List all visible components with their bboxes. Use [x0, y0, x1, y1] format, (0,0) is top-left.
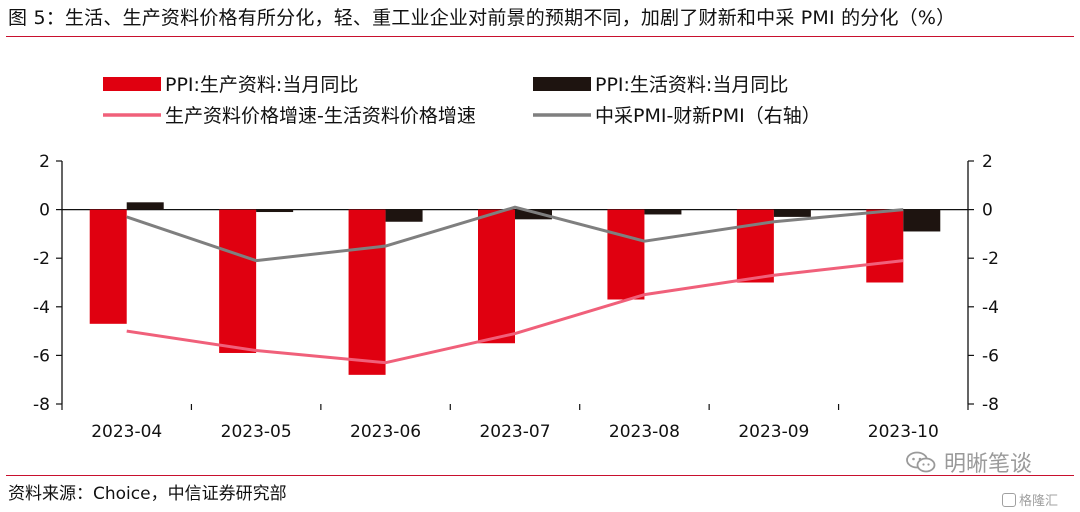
x-tick-labels: 2023-04 2023-05 2023-06 2023-07 2023-08 2023-…: [91, 422, 939, 442]
legend: PPI:生产资料:当月同比 PPI:生活资料:当月同比生产资料价格增速-生活资料价…: [103, 74, 821, 127]
x-tick-label: 2023-05: [221, 422, 292, 442]
x-tick-label: 2023-08: [609, 422, 680, 442]
legend-label: 生产资料价格增速-生活资料价格增速: [165, 105, 476, 127]
bar-ppi-production: [736, 209, 774, 283]
bar-ppi-living: [773, 209, 811, 217]
watermark-secondary-text: 格隆汇: [1019, 494, 1059, 509]
bar-ppi-living: [256, 209, 294, 213]
legend-swatch: [103, 77, 161, 91]
watermark-text: 明晰笔谈: [944, 452, 1033, 477]
source-note: 资料来源：Choice，中信证券研究部: [8, 484, 287, 504]
pmi-diff-line: [126, 205, 904, 263]
legend-label: 中采PMI-财新PMI（右轴）: [595, 105, 821, 127]
axes: 2 2 0 0 -2 -2 -4 -4 -6 -6 -8 -8: [33, 152, 999, 415]
x-tick-label: 2023-09: [738, 422, 809, 442]
spread-line: [126, 259, 904, 365]
bar-ppi-production: [478, 209, 515, 344]
x-tick-label: 2023-10: [868, 422, 939, 442]
left-tick-label: 2: [39, 152, 50, 172]
x-tick-label: 2023-04: [91, 422, 162, 442]
bar-ppi-production: [607, 209, 645, 300]
right-tick-label: -8: [982, 395, 999, 415]
bar-ppi-production: [219, 209, 257, 353]
bar-ppi-living: [644, 209, 682, 215]
bar-ppi-living: [385, 209, 423, 222]
title-rule: [6, 36, 1074, 37]
gelonghui-logo-icon: [1002, 492, 1016, 507]
bar-ppi-production: [89, 209, 127, 324]
bars: [89, 202, 941, 375]
left-tick-label: -4: [33, 298, 50, 318]
bar-ppi-living: [126, 202, 164, 210]
left-tick-label: -6: [33, 346, 50, 366]
bar-ppi-living: [515, 209, 552, 220]
bar-ppi-production: [348, 209, 386, 375]
left-tick-label: -2: [33, 249, 50, 269]
legend-label: PPI:生活资料:当月同比: [595, 74, 788, 96]
right-tick-label: -4: [982, 298, 999, 318]
wechat-icon: [906, 451, 936, 473]
right-tick-label: 0: [982, 201, 993, 221]
figure-title: 图 5：生活、生产资料价格有所分化，轻、重工业企业对前景的预期不同，加剧了财新和…: [8, 7, 956, 29]
left-tick-label: -8: [33, 395, 50, 415]
right-tick-label: -6: [982, 346, 999, 366]
bar-ppi-living: [903, 209, 941, 232]
left-tick-label: 0: [39, 201, 50, 221]
watermark: 明晰笔谈: [906, 446, 1032, 478]
x-tick-label: 2023-06: [350, 422, 421, 442]
watermark-secondary: 格隆汇: [1002, 490, 1058, 509]
x-tick-label: 2023-07: [479, 422, 550, 442]
chart: PPI:生产资料:当月同比 PPI:生活资料:当月同比生产资料价格增速-生活资料价…: [33, 74, 999, 442]
bar-ppi-production: [866, 209, 904, 283]
legend-label: PPI:生产资料:当月同比: [165, 74, 358, 96]
right-tick-label: 2: [982, 152, 993, 172]
lines: [126, 205, 904, 365]
legend-swatch: [533, 77, 591, 91]
right-tick-label: -2: [982, 249, 999, 269]
source-rule: [6, 475, 1074, 476]
